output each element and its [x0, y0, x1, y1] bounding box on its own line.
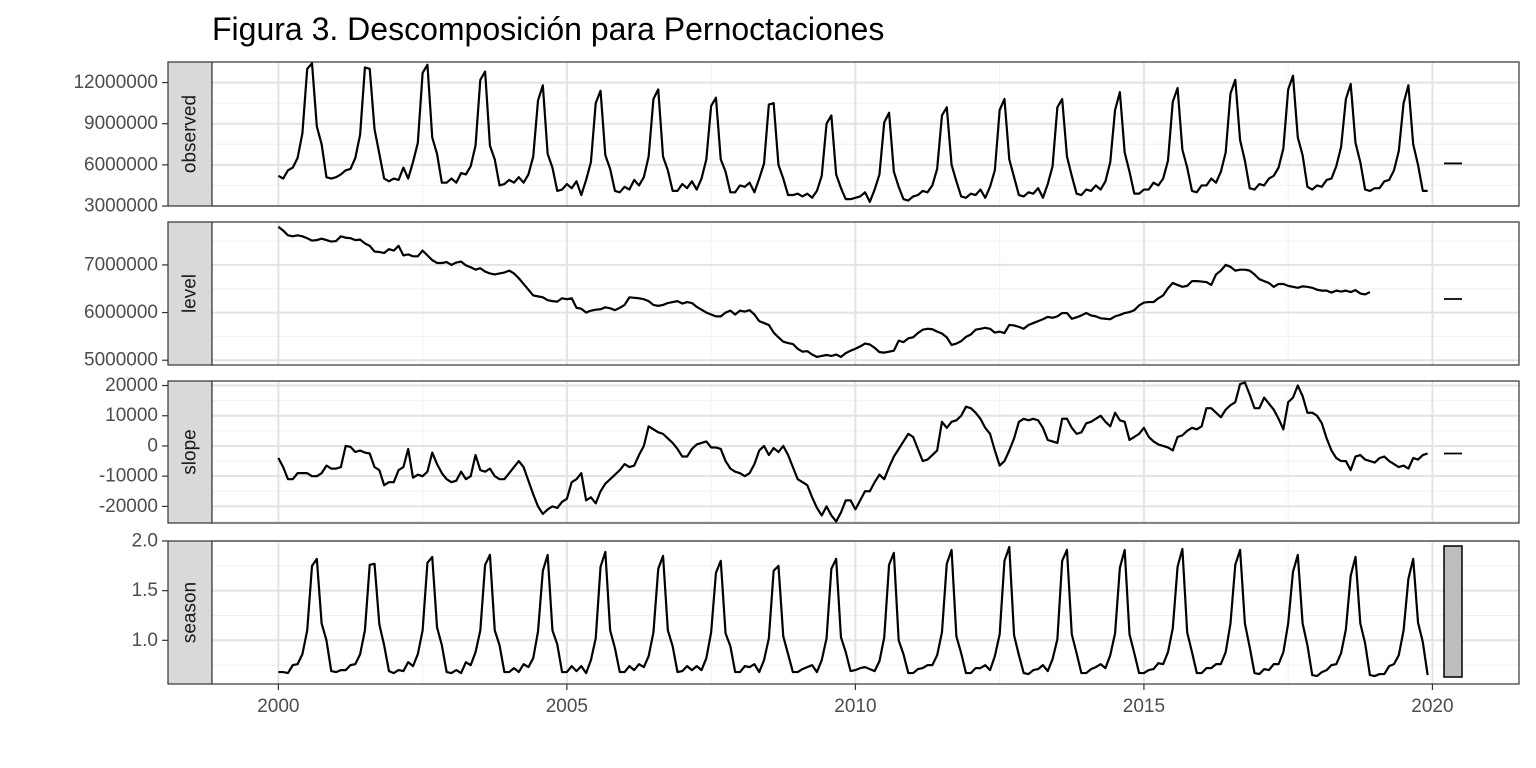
y-tick-label: 1.0: [132, 630, 158, 651]
series-line-slope: [277, 381, 1428, 523]
strip-slope: [167, 380, 213, 524]
y-tick-label: -20000: [99, 496, 158, 517]
x-tick-label: 2010: [834, 696, 876, 717]
x-tick-label: 2015: [1123, 696, 1165, 717]
panel-border: [211, 540, 1520, 685]
strip-label-observed: observed: [180, 95, 201, 173]
y-tick-label: -10000: [99, 466, 158, 487]
strip-label-slope: slope: [180, 429, 201, 474]
x-tick-label: 2020: [1411, 696, 1453, 717]
y-tick-label: 2.0: [132, 531, 158, 552]
y-axis-slope: -20000 -10000 0 10000 20000: [99, 375, 168, 517]
y-axis-observed: 3000000 6000000 9000000 12000000: [73, 72, 168, 217]
y-tick-label: 7000000: [84, 254, 158, 275]
x-tick-label: 2000: [257, 696, 299, 717]
y-tick-label: 3000000: [84, 196, 158, 217]
chart-title: Figura 3. Descomposición para Pernoctaci…: [212, 11, 884, 47]
y-tick-label: 0: [147, 435, 158, 456]
y-tick-label: 9000000: [84, 113, 158, 134]
panel-border: [211, 221, 1520, 366]
panel-slope: slope -20000 -10000 0 10000 20000: [99, 375, 1520, 524]
x-axis: 2000 2005 2010 2015 2020: [257, 684, 1454, 717]
panel-season: season 1.0 1.5 2.0: [132, 531, 1520, 685]
panels-container: observed 3000000 6000000 9000000 12000000 lev…: [73, 61, 1520, 685]
y-axis-level: 5000000 6000000 7000000: [84, 254, 168, 371]
x-tick-label: 2005: [546, 696, 588, 717]
strip-label-season: season: [180, 582, 201, 643]
y-tick-label: 5000000: [84, 350, 158, 371]
y-tick-label: 6000000: [84, 302, 158, 323]
strip-season: [167, 540, 213, 685]
y-axis-season: 1.0 1.5 2.0: [132, 531, 168, 651]
series-line-level: [277, 225, 1371, 358]
y-tick-label: 6000000: [84, 154, 158, 175]
panel-border: [211, 61, 1520, 207]
y-tick-label: 20000: [105, 375, 158, 396]
scale-bar-season: [1443, 545, 1463, 678]
panel-border: [211, 380, 1520, 524]
y-tick-label: 1.5: [132, 580, 158, 601]
series-line-observed: [277, 62, 1428, 203]
panel-background: [212, 222, 1519, 365]
strip-observed: [167, 61, 213, 207]
y-tick-label: 10000: [105, 405, 158, 426]
panel-background: [212, 381, 1519, 523]
grid-level: [212, 222, 1519, 365]
grid-slope: [212, 381, 1519, 523]
strip-level: [167, 221, 213, 366]
strip-label-level: level: [180, 274, 201, 313]
series-line-season: [278, 545, 1429, 678]
panel-observed: observed 3000000 6000000 9000000 12000000: [73, 61, 1520, 217]
panel-level: level 5000000 6000000 7000000: [84, 221, 1520, 371]
y-tick-label: 12000000: [73, 72, 158, 93]
